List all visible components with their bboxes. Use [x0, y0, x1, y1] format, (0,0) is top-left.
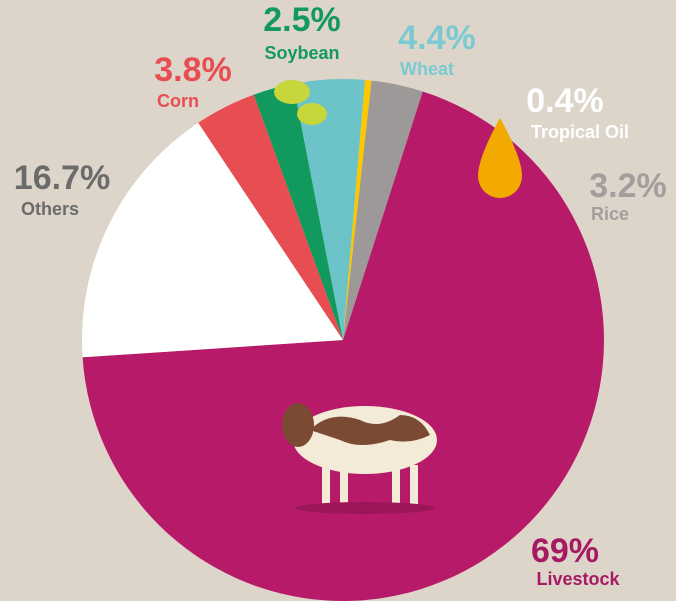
value-label: 4.4% [398, 19, 476, 57]
pie [81, 78, 605, 601]
value-label: 16.7% [14, 159, 110, 197]
pie-slice [198, 94, 343, 340]
pie-slice [253, 83, 343, 341]
pie-slice [82, 91, 605, 601]
value-label: 2.5% [263, 1, 341, 39]
value-label: 0.4% [526, 82, 604, 120]
value-label: 3.2% [589, 167, 667, 205]
category-label: Others [21, 199, 79, 219]
pie-slice [293, 78, 366, 340]
category-label: Livestock [536, 569, 620, 589]
value-label: 3.8% [154, 51, 232, 89]
category-label: Soybean [264, 43, 339, 63]
oil-drop-icon [478, 118, 522, 198]
cow-icon [282, 403, 437, 514]
category-label: Corn [157, 91, 199, 111]
pie-slice [343, 79, 372, 341]
pie-slice [343, 80, 423, 340]
value-label: 69% [531, 532, 599, 570]
soybean-icon [274, 80, 327, 125]
category-label: Wheat [400, 59, 454, 79]
category-label: Tropical Oil [531, 122, 629, 142]
category-label: Rice [591, 204, 629, 224]
pie-slice [81, 122, 343, 358]
